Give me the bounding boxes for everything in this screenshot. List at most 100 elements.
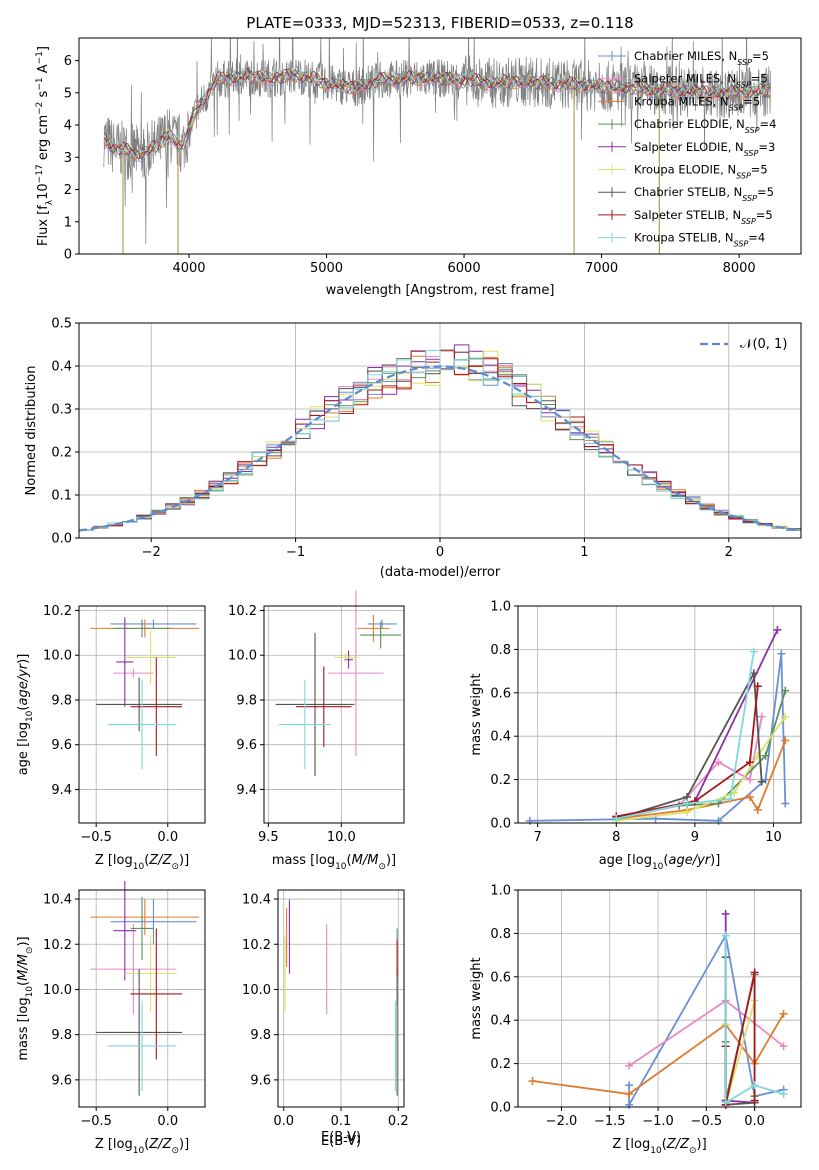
series-line xyxy=(724,935,784,1105)
legend-label-text: Chabrier MILES, N xyxy=(634,49,737,63)
label-part: )] xyxy=(16,936,31,946)
series-point xyxy=(528,1076,537,1085)
axes-frame xyxy=(78,605,206,824)
y-tick-label: 9.8 xyxy=(250,1028,271,1043)
x-tick-label: −0.5 xyxy=(80,1114,112,1129)
x-axis-label: Z [log10(Z/Z⊙)] xyxy=(95,853,189,872)
x-tick-label: 6000 xyxy=(448,261,481,276)
x-axis-label: (data-model)/error xyxy=(380,565,501,580)
x-tick-label: 0.0 xyxy=(157,830,178,845)
label-part: M/M xyxy=(352,853,379,868)
x-tick-label: 8000 xyxy=(723,261,756,276)
series-point xyxy=(753,682,762,691)
series-line xyxy=(616,651,755,820)
label-part: Z/Z xyxy=(148,853,172,868)
legend-label-sub: SSP xyxy=(745,126,760,135)
legend-label-value: =5 xyxy=(752,49,769,63)
y-tick-label: 4 xyxy=(64,119,72,134)
y-tick-label: 9.8 xyxy=(236,693,257,708)
x-tick-label: 1 xyxy=(580,545,588,560)
series-point xyxy=(721,1098,730,1107)
series-point xyxy=(781,736,790,745)
label-part: 10 xyxy=(25,986,35,998)
label-part: ( xyxy=(16,706,31,711)
legend-label-text: Chabrier STELIB, N xyxy=(634,185,742,199)
figure-title: PLATE=0333, MJD=52313, FIBERID=0533, z=0… xyxy=(246,14,633,32)
series-point xyxy=(781,686,790,695)
y-tick-label: 0.4 xyxy=(490,730,511,745)
label-part: )] xyxy=(697,1137,707,1152)
x-tick-label: −1 xyxy=(286,545,305,560)
y-axis-label: mass [log10(M/M⊙)] xyxy=(16,936,35,1060)
label-part: 10 xyxy=(652,862,664,872)
x-axis-label: Z [log10(Z/Z⊙)] xyxy=(612,1137,706,1156)
series-point xyxy=(745,775,754,784)
label-part: Flux [f xyxy=(36,205,51,246)
label-part: Z/Z xyxy=(666,1137,690,1152)
label-part: )] xyxy=(386,853,396,868)
series-point xyxy=(714,758,723,767)
series-point xyxy=(726,795,735,804)
mass-weight-vs-Z-panel: −2.0 −1.5 −1.0 −0.5 0.0 0.0 0.2 0.4 0.6 0.8 1.0 Z [… xyxy=(469,884,802,1156)
y-tick-label: 3 xyxy=(64,151,72,166)
axes-frame xyxy=(78,889,206,1108)
residual-plot-area xyxy=(79,344,801,532)
label-part: 10 xyxy=(36,183,51,200)
legend-label: Kroupa STELIB, NSSP=4 xyxy=(634,231,765,249)
label-part: age/yr xyxy=(16,662,31,705)
y-tick-label: 9.8 xyxy=(51,693,72,708)
y-tick-label: 9.6 xyxy=(51,1073,72,1088)
series-point xyxy=(749,647,758,656)
legend-label: Chabrier STELIB, NSSP=5 xyxy=(634,185,774,203)
y-tick-label: 0.8 xyxy=(490,643,511,658)
label-part: ( xyxy=(347,853,352,868)
x-tick-label: 8 xyxy=(612,830,620,845)
x-tick-label: 0.0 xyxy=(157,1114,178,1129)
label-part: −1 xyxy=(35,51,45,64)
series-point xyxy=(757,777,766,786)
y-tick-label: 0.6 xyxy=(490,686,511,701)
label-part: mass [log xyxy=(272,853,335,868)
label-part: 10 xyxy=(25,710,35,722)
legend-label-text: Kroupa ELODIE, N xyxy=(634,163,736,177)
label-part: ⊙ xyxy=(689,1146,697,1156)
label-part: Z/Z xyxy=(148,1137,172,1152)
x-tick-label: −2 xyxy=(142,545,161,560)
series-line xyxy=(616,670,763,820)
x-tick-label: −2.0 xyxy=(546,1114,578,1129)
label-part: age [log xyxy=(599,853,652,868)
x-axis-label: mass [log10(M/M⊙)] xyxy=(272,853,396,872)
x-tick-label: 0 xyxy=(436,545,444,560)
y-tick-label: 0.0 xyxy=(490,1101,511,1116)
y-tick-label: 0.1 xyxy=(51,489,72,504)
y-axis-label: mass weight xyxy=(469,673,484,755)
series-point xyxy=(779,1009,788,1018)
x-axis-label: wavelength [Angstrom, rest frame] xyxy=(326,283,555,298)
series-point xyxy=(625,1061,634,1070)
label-part: λ xyxy=(45,199,55,205)
x-axis-label: E(B-V) xyxy=(321,1134,361,1149)
legend-label-sub: SSP xyxy=(736,80,751,89)
y-tick-label: 10.2 xyxy=(43,604,72,619)
label-part: erg cm xyxy=(36,115,51,164)
x-tick-label: −1.0 xyxy=(642,1114,674,1129)
y-tick-label: 0.3 xyxy=(51,403,72,418)
y-tick-label: 9.8 xyxy=(51,1028,72,1043)
spectrum-plot-area xyxy=(103,38,771,254)
x-axis-label: E(B-V) xyxy=(321,1130,361,1145)
label-part: A xyxy=(36,64,51,77)
y-tick-label: 10.2 xyxy=(228,604,257,619)
legend-label-sub: SSP xyxy=(741,216,756,225)
x-tick-label: −1.5 xyxy=(594,1114,626,1129)
x-tick-label: 7000 xyxy=(585,261,618,276)
label-part: ( xyxy=(144,1137,149,1152)
x-tick-label: −0.5 xyxy=(80,830,112,845)
label-part: M/M xyxy=(16,954,31,981)
model-spectrum-line xyxy=(103,69,771,156)
series-point xyxy=(745,758,754,767)
mass-vs-EBV-panel: 0.0 0.1 0.2 9.6 9.8 10.0 10.2 10.4 E(B-V) xyxy=(242,889,409,1149)
legend-label: Salpeter MILES, NSSP=5 xyxy=(634,72,768,90)
legend-label: Salpeter STELIB, NSSP=5 xyxy=(634,208,773,226)
series-point xyxy=(761,751,770,760)
